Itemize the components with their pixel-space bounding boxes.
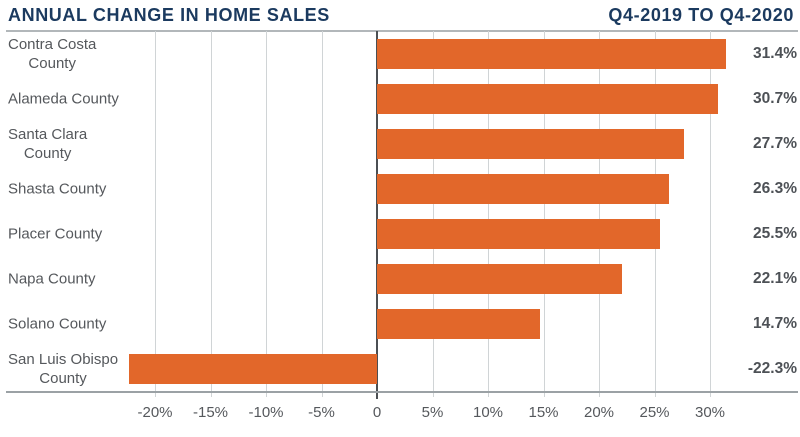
category-label-line: Napa County [8, 270, 96, 287]
bar [377, 173, 669, 204]
value-label: 26.3% [753, 179, 797, 197]
gridline [710, 31, 711, 397]
gridline [155, 31, 156, 397]
category-label-line: Solano County [8, 315, 107, 332]
bar [377, 128, 685, 159]
category-label: Placer County [8, 224, 102, 243]
category-label: Napa County [8, 269, 96, 288]
x-tick-label: 30% [694, 404, 726, 421]
gridline [599, 31, 600, 397]
category-label: Alameda County [8, 89, 119, 108]
category-label: Solano County [8, 314, 106, 333]
x-tick-label: 25% [639, 404, 670, 421]
x-tick-label: 20% [583, 404, 615, 421]
bar [377, 83, 718, 114]
value-label: 25.5% [753, 224, 797, 242]
zero-axis-line [376, 31, 378, 399]
bar [377, 38, 726, 69]
bar [129, 353, 377, 384]
x-tick-label: -20% [137, 404, 173, 421]
bar [377, 263, 623, 294]
category-label-line: Santa Clara [8, 125, 88, 143]
value-label: -22.3% [747, 359, 797, 377]
x-tick-label: 15% [528, 404, 559, 421]
gridline [321, 31, 323, 397]
x-tick-label: -5% [308, 404, 335, 421]
bar [377, 308, 541, 339]
header-divider-line [6, 30, 798, 32]
gridline [543, 31, 545, 397]
x-tick-label: 10% [472, 404, 504, 421]
category-label-line: Shasta County [8, 180, 107, 197]
value-label: 22.1% [753, 269, 797, 287]
category-label-line: Placer County [8, 225, 103, 242]
x-axis-line [6, 391, 798, 393]
chart-title: ANNUAL CHANGE IN HOME SALES [8, 5, 330, 25]
category-label: Shasta County [8, 179, 106, 198]
value-label: 27.7% [753, 134, 797, 152]
category-label-line: County [28, 54, 76, 72]
category-label-line: Alameda County [8, 90, 119, 107]
gridline [654, 31, 656, 397]
value-label: 31.4% [753, 44, 797, 62]
category-label-line: Contra Costa [8, 35, 97, 53]
category-label: San Luis Obispo County [8, 350, 118, 388]
x-tick-label: -15% [192, 404, 229, 421]
gridline [432, 31, 434, 397]
x-tick-label: -10% [248, 404, 284, 421]
category-label-line: San Luis Obispo [8, 350, 119, 368]
x-tick-label: 0 [372, 404, 382, 421]
value-label: 14.7% [753, 314, 797, 332]
chart-subtitle: Q4-2019 TO Q4-2020 [608, 5, 794, 25]
value-label: 30.7% [753, 89, 797, 107]
category-label: Santa Clara County [8, 125, 87, 163]
category-label: Contra Costa County [8, 35, 96, 73]
x-tick-label: 5% [421, 404, 444, 421]
bar [377, 218, 661, 249]
gridline [210, 31, 212, 397]
gridline [488, 31, 489, 397]
gridline [266, 31, 267, 397]
category-label-line: County [23, 144, 72, 162]
category-label-line: County [39, 369, 87, 387]
